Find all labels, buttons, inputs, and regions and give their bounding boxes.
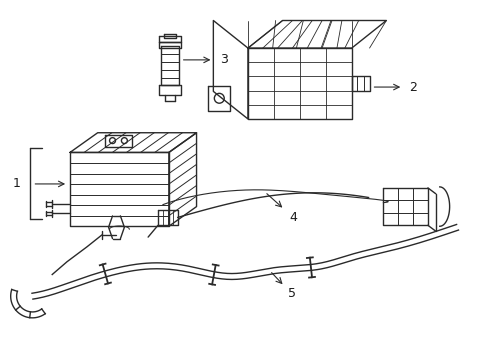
Polygon shape <box>70 152 168 226</box>
Text: 2: 2 <box>408 81 416 94</box>
Polygon shape <box>383 188 427 225</box>
Polygon shape <box>247 48 351 119</box>
Text: 4: 4 <box>289 211 297 224</box>
Text: 1: 1 <box>13 177 20 190</box>
Text: 3: 3 <box>220 53 228 66</box>
Text: 5: 5 <box>287 287 295 300</box>
